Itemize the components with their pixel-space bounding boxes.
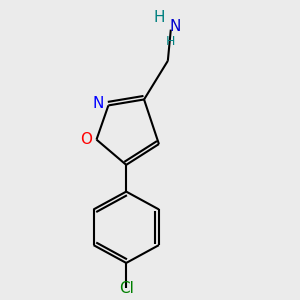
Text: H: H	[153, 10, 165, 25]
Text: H: H	[166, 35, 176, 48]
Text: N: N	[92, 96, 104, 111]
Text: O: O	[80, 132, 92, 147]
Text: N: N	[169, 19, 181, 34]
Text: Cl: Cl	[119, 281, 134, 296]
